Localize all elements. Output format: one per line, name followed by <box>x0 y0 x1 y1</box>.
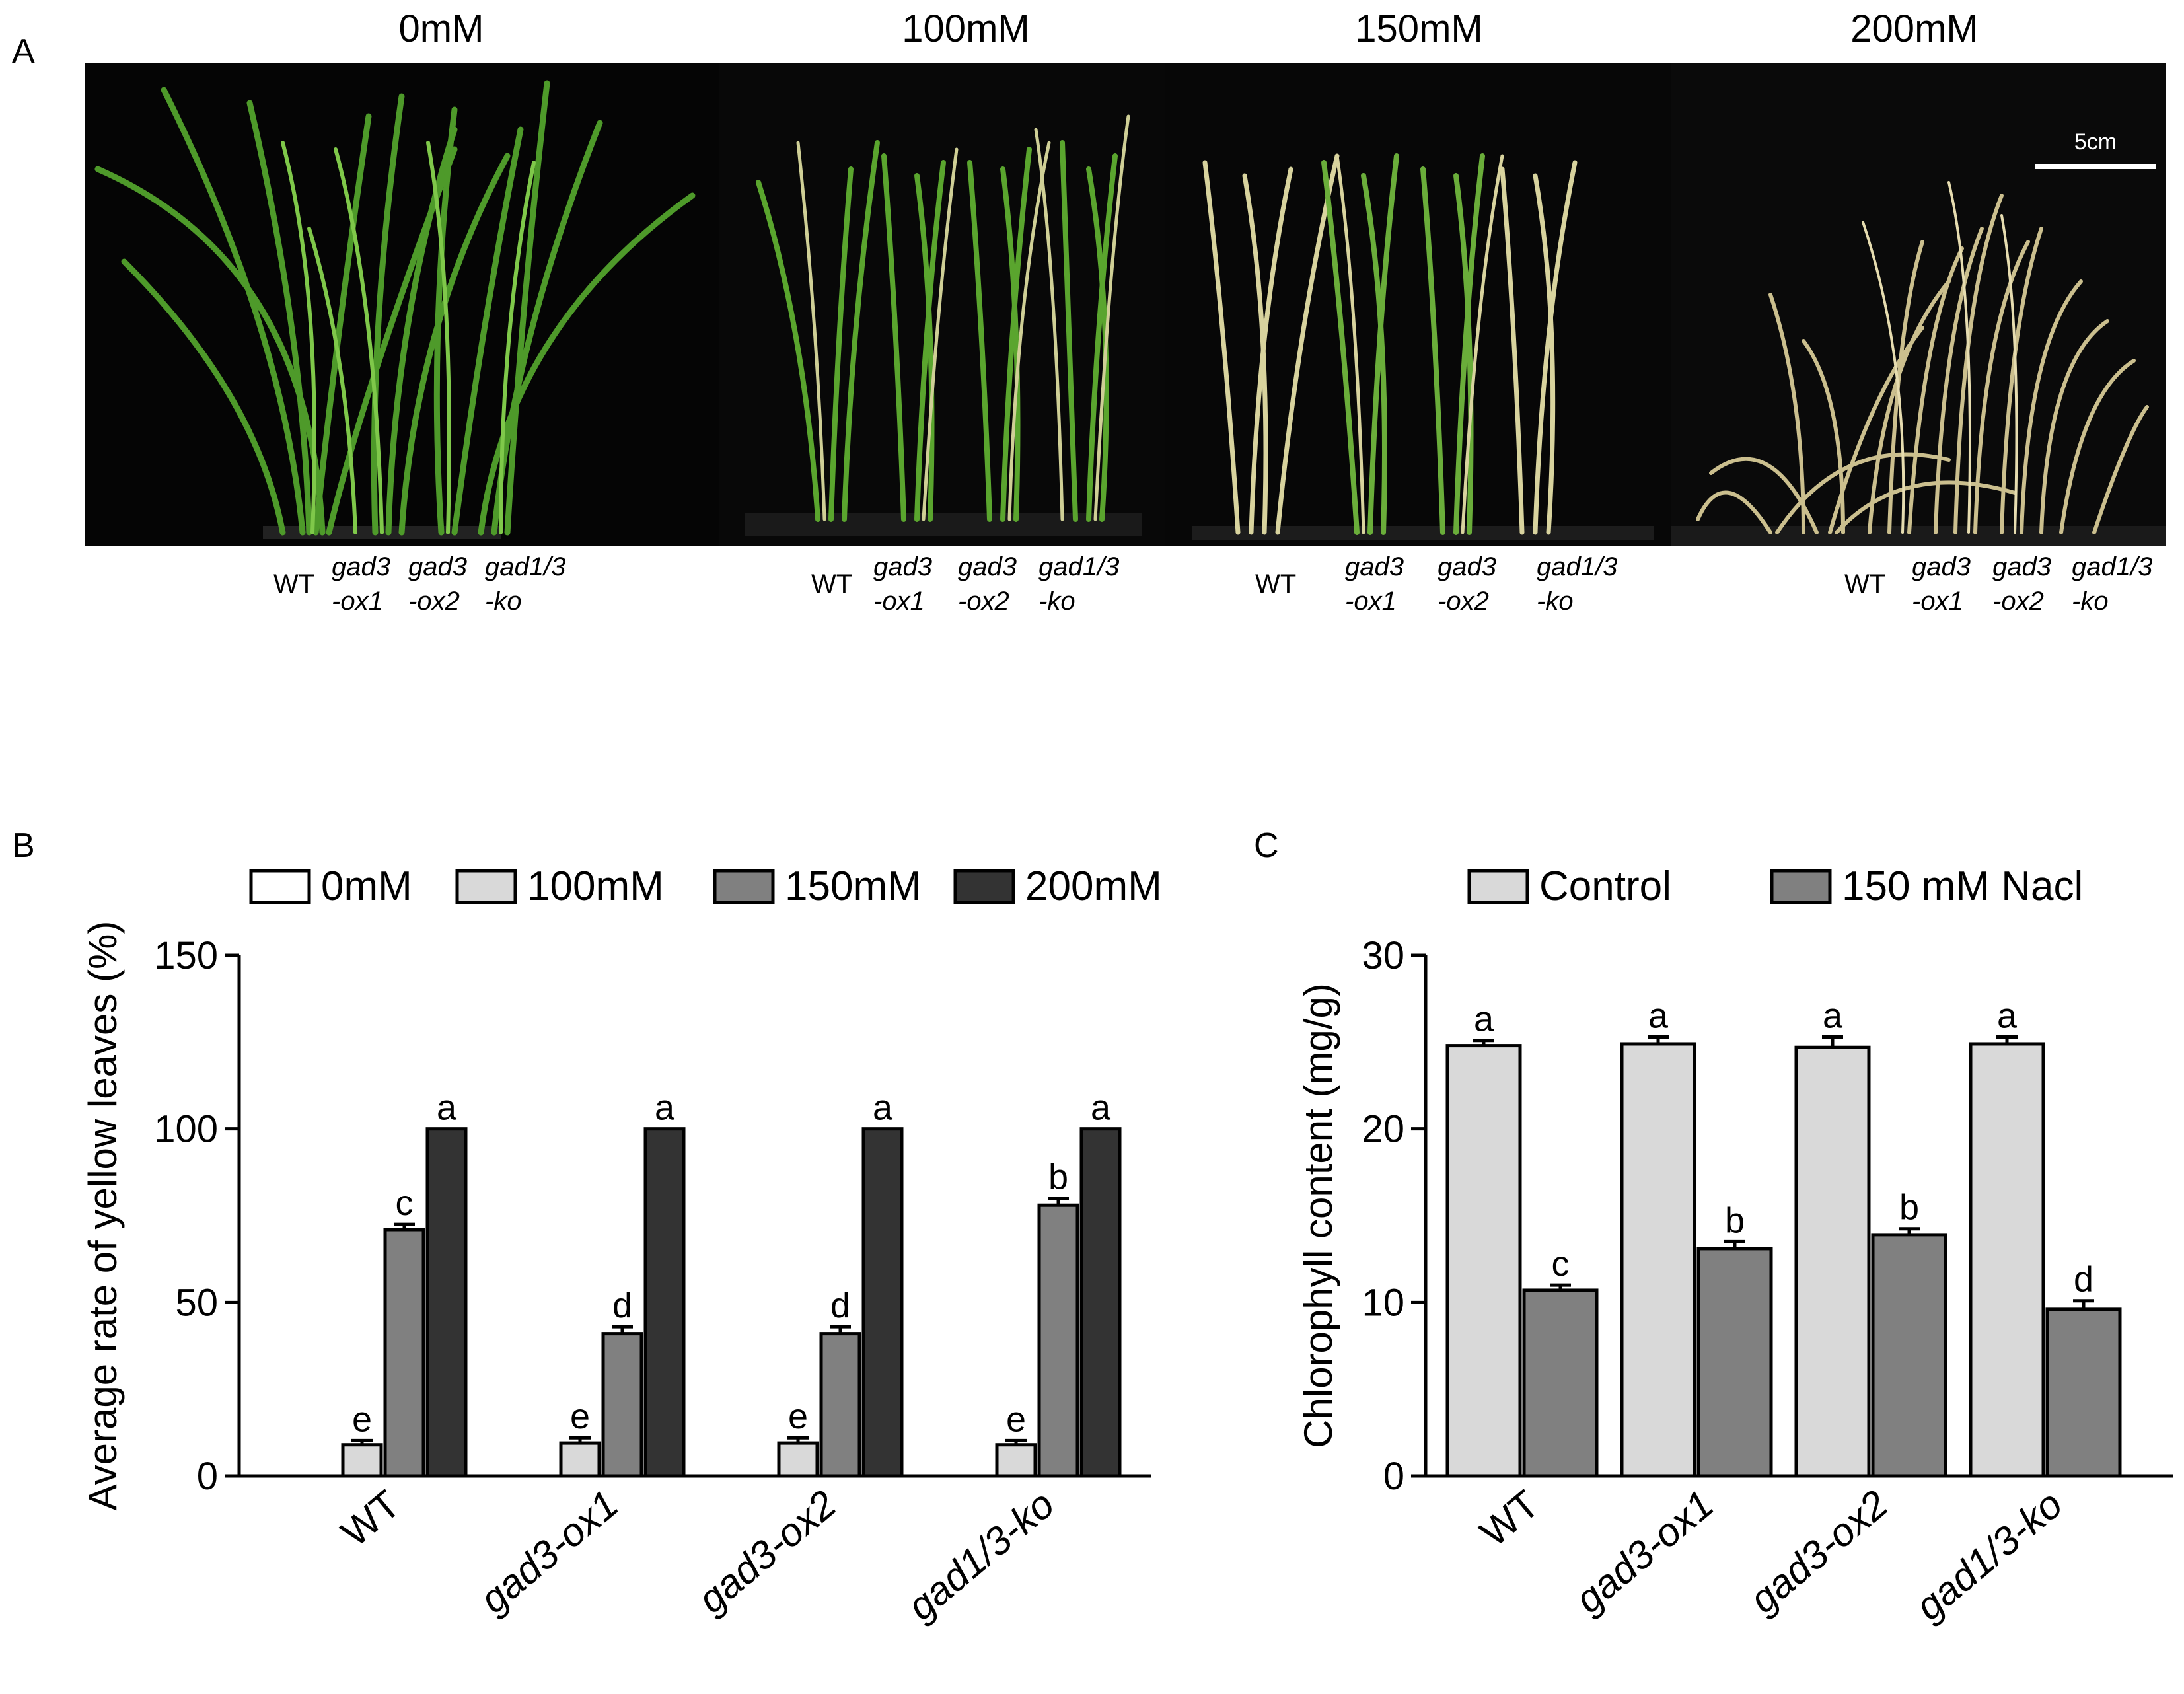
y-tick-label-150: 150 <box>154 934 218 977</box>
y-tick-label-20: 20 <box>1362 1108 1404 1151</box>
significance-letter-100mM-gad1/3-ko: e <box>1006 1399 1026 1439</box>
legend-swatch-Control <box>1467 869 1529 904</box>
plants-150mM-drawing <box>1192 153 1654 540</box>
legend-label-150-mM-Nacl: 150 mM Nacl <box>1842 864 2083 909</box>
significance-letter-200mM-gad3-ox2: a <box>873 1088 893 1128</box>
y-tick-label-0: 0 <box>1383 1455 1404 1498</box>
legend-swatch-200mM <box>953 869 1015 904</box>
photo-100mM <box>719 63 1165 546</box>
y-tick-label-10: 10 <box>1362 1281 1404 1324</box>
x-tick-label-gad1/3-ko: gad1/3-ko <box>1907 1482 2071 1629</box>
bar-Control-gad3-ox2 <box>1794 1045 1871 1478</box>
x-tick-label-gad3-ox1: gad3-ox1 <box>1567 1482 1722 1622</box>
significance-letter-100mM-gad3-ox2: e <box>788 1397 808 1436</box>
geno-1-wt: WT <box>811 570 853 599</box>
y-tick-label-50: 50 <box>175 1281 218 1324</box>
panel-a-letter: A <box>12 32 35 71</box>
legend-label-Control: Control <box>1539 864 1671 909</box>
plants-0mM-drawing <box>94 80 696 539</box>
photo-0mM <box>85 63 719 546</box>
geno-0-wt: WT <box>273 570 315 599</box>
significance-letter-200mM-gad3-ox1: a <box>655 1088 675 1128</box>
legend-swatch-100mM <box>455 869 517 904</box>
significance-letter-150-mM-Nacl-gad3-ox1: b <box>1725 1200 1745 1240</box>
bar-100mM-gad3-ox1 <box>559 1441 601 1478</box>
x-tick-label-gad3-ox2: gad3-ox2 <box>1741 1482 1897 1622</box>
bar-150-mM-Nacl-WT <box>1522 1288 1599 1478</box>
geno-2-gad3-ox1: gad3 -ox1 <box>1345 552 1404 616</box>
scale-bar-line <box>2035 164 2156 169</box>
bar-Control-gad3-ox1 <box>1620 1042 1696 1478</box>
bar-100mM-gad3-ox2 <box>777 1441 819 1478</box>
bar-200mM-gad3-ox2 <box>861 1127 904 1478</box>
significance-letter-200mM-gad1/3-ko: a <box>1091 1088 1111 1128</box>
geno-0-gad1-3-ko: gad1/3 -ko <box>485 552 566 616</box>
x-tick-label-WT: WT <box>1472 1482 1548 1555</box>
significance-letter-150-mM-Nacl-gad1/3-ko: d <box>2074 1260 2093 1300</box>
y-tick-label-100: 100 <box>154 1108 218 1151</box>
condition-label-100mM: 100mM <box>902 7 1030 50</box>
scale-bar-label: 5cm <box>2074 129 2117 155</box>
geno-2-wt: WT <box>1255 570 1297 599</box>
significance-letter-150-mM-Nacl-gad3-ox2: b <box>1899 1188 1919 1228</box>
geno-0-gad3-ox2: gad3 -ox2 <box>408 552 467 616</box>
significance-letter-150mM-gad1/3-ko: b <box>1048 1158 1068 1197</box>
geno-3-gad1-3-ko: gad1/3 -ko <box>2072 552 2153 616</box>
significance-letter-200mM-WT: a <box>437 1088 457 1128</box>
plants-200mM-drawing: 5cm <box>1671 129 2166 546</box>
legend-swatch-0mM <box>249 869 311 904</box>
bar-150mM-gad3-ox2 <box>819 1332 861 1478</box>
y-tick-label-0: 0 <box>197 1455 218 1498</box>
bar-200mM-gad1/3-ko <box>1079 1127 1122 1478</box>
plants-100mM-drawing <box>745 114 1142 536</box>
condition-label-200mM: 200mM <box>1850 7 1979 50</box>
legend-label-200mM: 200mM <box>1025 864 1162 909</box>
photo-150mM <box>1165 63 1671 546</box>
geno-1-gad1-3-ko: gad1/3 -ko <box>1038 552 1120 616</box>
bar-150-mM-Nacl-gad3-ox1 <box>1696 1247 1773 1478</box>
y-tick-label-30: 30 <box>1362 934 1404 977</box>
geno-2-gad3-ox2: gad3 -ox2 <box>1438 552 1496 616</box>
panel-c-letter: C <box>1254 827 1279 865</box>
geno-3-wt: WT <box>1844 570 1886 599</box>
significance-letter-150-mM-Nacl-WT: c <box>1552 1244 1570 1284</box>
bar-100mM-WT <box>341 1443 383 1478</box>
legend-label-0mM: 0mM <box>321 864 412 909</box>
legend-swatch-150-mM-Nacl <box>1770 869 1832 904</box>
geno-0-gad3-ox1: gad3 -ox1 <box>332 552 390 616</box>
legend-label-150mM: 150mM <box>785 864 922 909</box>
bar-150mM-gad3-ox1 <box>601 1332 643 1478</box>
significance-letter-100mM-gad3-ox1: e <box>570 1397 590 1436</box>
geno-1-gad3-ox2: gad3 -ox2 <box>958 552 1017 616</box>
significance-letter-150mM-gad3-ox2: d <box>830 1286 850 1325</box>
significance-letter-150mM-WT: c <box>396 1183 414 1223</box>
bar-200mM-WT <box>425 1127 468 1478</box>
significance-letter-150mM-gad3-ox1: d <box>612 1286 632 1325</box>
significance-letter-100mM-WT: e <box>352 1399 372 1439</box>
significance-letter-Control-gad1/3-ko: a <box>1997 996 2018 1035</box>
legend-label-100mM: 100mM <box>527 864 664 909</box>
bar-Control-WT <box>1445 1044 1522 1478</box>
condition-label-150mM: 150mM <box>1355 7 1483 50</box>
geno-3-gad3-ox1: gad3 -ox1 <box>1912 552 1971 616</box>
panel-b-letter: B <box>12 827 35 865</box>
geno-1-gad3-ox1: gad3 -ox1 <box>873 552 932 616</box>
bar-150-mM-Nacl-gad1/3-ko <box>2045 1307 2122 1478</box>
bar-Control-gad1/3-ko <box>1969 1042 2045 1478</box>
significance-letter-Control-gad3-ox1: a <box>1648 996 1669 1035</box>
y-axis-label: Average rate of yellow leaves (%) <box>81 921 125 1511</box>
legend-swatch-150mM <box>713 869 775 904</box>
condition-label-0mM: 0mM <box>398 7 484 50</box>
geno-2-gad1-3-ko: gad1/3 -ko <box>1537 552 1618 616</box>
bar-200mM-gad3-ox1 <box>643 1127 686 1478</box>
significance-letter-Control-WT: a <box>1474 1000 1494 1039</box>
bar-150-mM-Nacl-gad3-ox2 <box>1871 1233 1947 1478</box>
geno-3-gad3-ox2: gad3 -ox2 <box>1992 552 2051 616</box>
y-axis-label: Chlorophyll content (mg/g) <box>1296 983 1340 1448</box>
photo-200mM: 5cm <box>1671 63 2166 546</box>
significance-letter-Control-gad3-ox2: a <box>1823 996 1843 1035</box>
